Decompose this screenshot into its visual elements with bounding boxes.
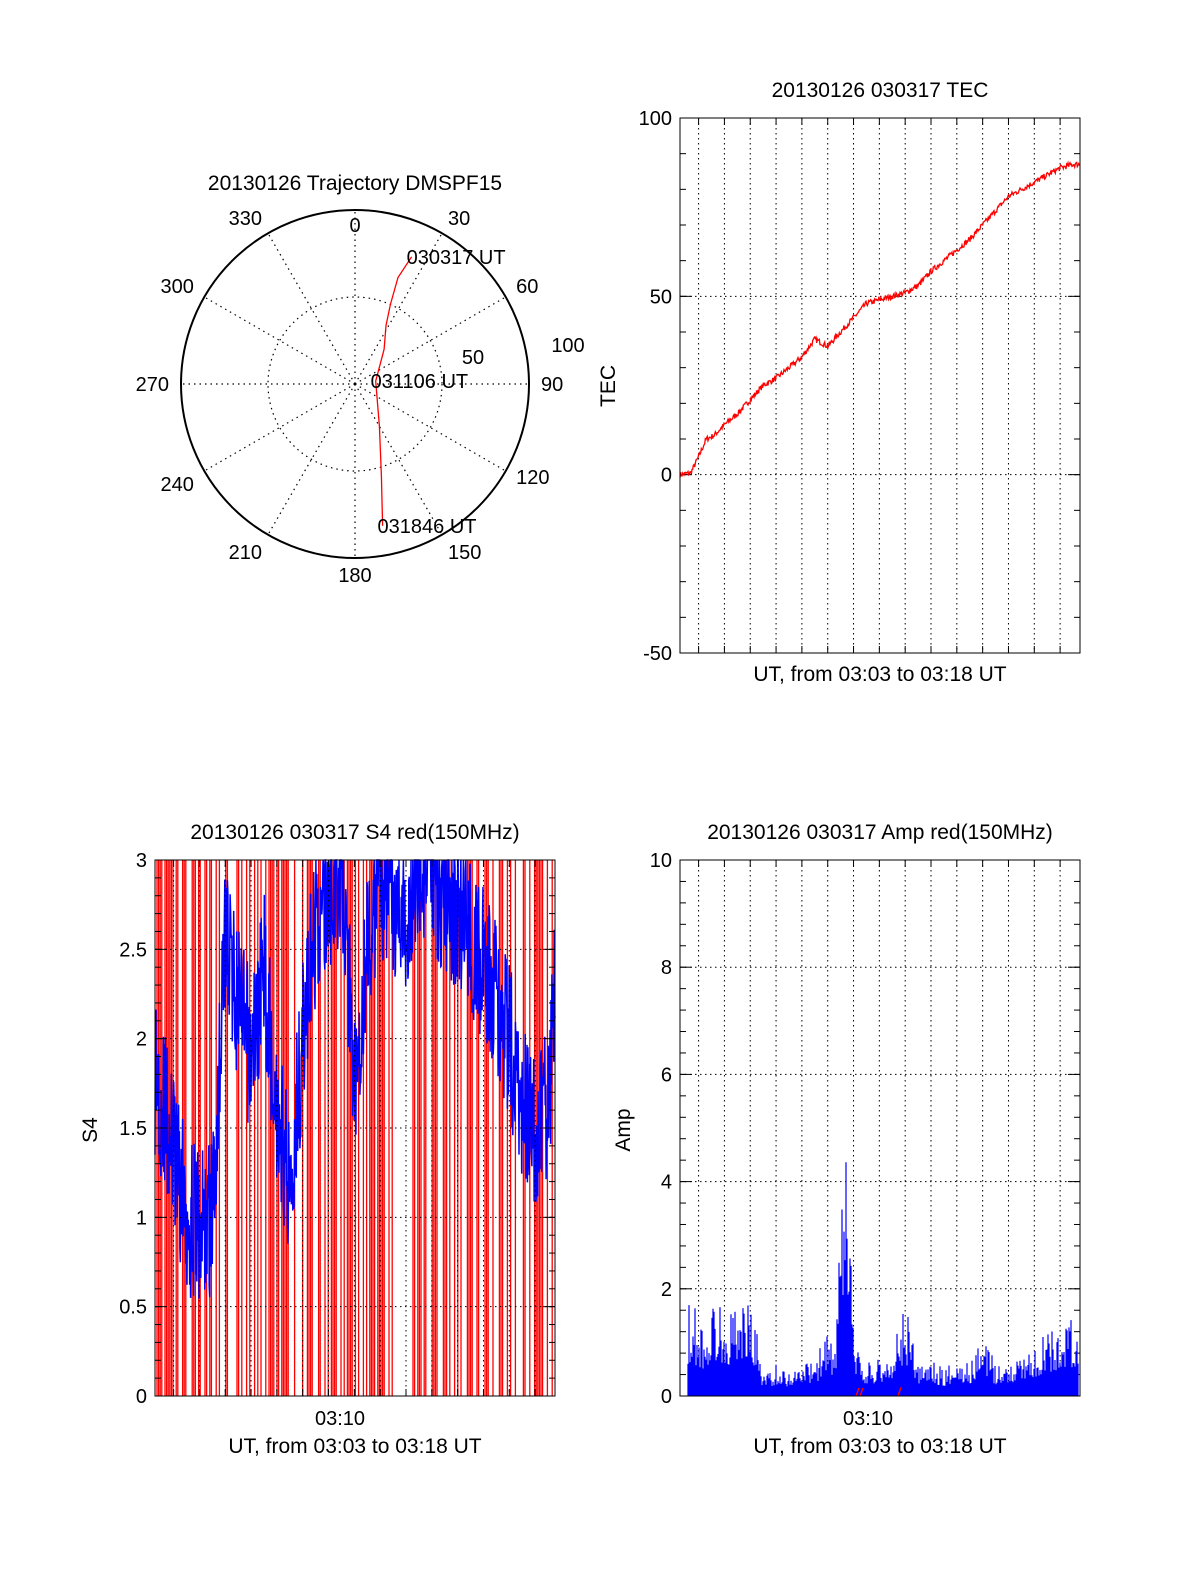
polar-angle-label: 30 <box>448 208 470 230</box>
y-tick-label: 2 <box>136 1029 147 1051</box>
polar-spoke <box>267 233 356 385</box>
amp-y-tick-labels: 0 2 4 6 8 10 <box>650 850 672 1408</box>
tec-y-axis-label: TEC <box>597 365 620 407</box>
s4-series-line <box>154 859 556 1299</box>
y-tick-label: 0 <box>136 1386 147 1408</box>
polar-panel: 20130126 Trajectory DMSPF15 0 30 60 90 120 15… <box>136 172 585 587</box>
y-tick-label: 2 <box>661 1279 672 1301</box>
y-tick-label: 3 <box>136 850 147 872</box>
s4-x-tick-label: 03:10 <box>315 1408 365 1430</box>
y-tick-label: -50 <box>643 643 672 665</box>
y-tick-label: 10 <box>650 850 672 872</box>
amp-y-axis-label: Amp <box>612 1108 635 1151</box>
amp-series-bars <box>687 1162 1079 1397</box>
polar-spoke <box>204 383 356 472</box>
amp-red-mark <box>897 1387 902 1397</box>
polar-time-annotation: 030317 UT <box>407 247 506 269</box>
amp-x-tick-label: 03:10 <box>843 1408 893 1430</box>
s4-plot-frame <box>154 859 556 1397</box>
polar-spoke <box>354 383 443 535</box>
y-tick-label: 2.5 <box>119 939 147 961</box>
polar-angle-label: 120 <box>516 467 549 489</box>
polar-spoke <box>204 296 356 385</box>
amp-grid <box>680 859 1080 1397</box>
polar-radial-label: 100 <box>551 335 584 357</box>
y-tick-label: 100 <box>639 108 672 130</box>
tec-y-tick-labels: -50 0 50 100 <box>639 108 672 665</box>
tec-x-axis-label: UT, from 03:03 to 03:18 UT <box>753 663 1006 686</box>
amp-panel: 20130126 030317 Amp red(150MHz) 0246810 … <box>612 821 1081 1458</box>
polar-spoke <box>354 233 443 385</box>
tec-title: 20130126 030317 TEC <box>772 79 989 102</box>
polar-annotations: 030317 UT 031106 UT 031846 UT <box>371 247 506 538</box>
polar-radial-labels: 50 100 <box>462 335 585 369</box>
y-tick-label: 4 <box>661 1172 672 1194</box>
polar-angle-label: 330 <box>229 208 262 230</box>
y-tick-label: 1 <box>136 1207 147 1229</box>
polar-angle-label: 180 <box>338 565 371 587</box>
tec-grid <box>680 117 1080 654</box>
s4-panel: 20130126 030317 S4 red(150MHz) 0 0.5 1 1.5 2… <box>79 821 556 1458</box>
s4-y-tick-labels: 0 0.5 1 1.5 2 2.5 3 <box>119 850 147 1408</box>
y-tick-label: 0 <box>661 1386 672 1408</box>
y-tick-label: 1.5 <box>119 1118 147 1140</box>
polar-grid <box>180 209 530 559</box>
polar-time-annotation: 031846 UT <box>378 516 477 538</box>
polar-angle-label: 240 <box>161 474 194 496</box>
polar-inner-circle <box>267 296 443 472</box>
y-tick-label: 8 <box>661 957 672 979</box>
amp-title: 20130126 030317 Amp red(150MHz) <box>707 821 1053 844</box>
s4-y-axis-label: S4 <box>79 1117 102 1143</box>
polar-angle-label: 60 <box>516 276 538 298</box>
s4-x-axis-label: UT, from 03:03 to 03:18 UT <box>228 1435 481 1458</box>
polar-time-annotation: 031106 UT <box>371 371 468 393</box>
polar-angle-label: 90 <box>541 374 563 396</box>
tec-panel: 20130126 030317 TEC -50 0 50 100 TEC UT, fr… <box>597 79 1081 686</box>
amp-red-mark <box>859 1387 864 1397</box>
y-tick-label: 0.5 <box>119 1297 147 1319</box>
amp-x-axis-label: UT, from 03:03 to 03:18 UT <box>753 1435 1006 1458</box>
tec-plot-frame <box>679 117 1081 654</box>
polar-radial-label: 50 <box>462 347 484 369</box>
polar-outer-circle <box>180 209 530 559</box>
polar-angle-label: 0 <box>349 215 360 237</box>
y-tick-label: 6 <box>661 1064 672 1086</box>
polar-spoke <box>267 383 356 535</box>
polar-angle-label: 150 <box>448 542 481 564</box>
polar-title: 20130126 Trajectory DMSPF15 <box>208 172 502 195</box>
polar-angle-labels: 0 30 60 90 120 150 180 210 240 270 300 330 <box>136 208 564 587</box>
y-tick-label: 50 <box>650 286 672 308</box>
tec-series-line <box>679 160 1081 478</box>
amp-plot-frame <box>679 859 1081 1397</box>
polar-spoke <box>354 383 506 472</box>
satellite-track-line <box>375 256 413 526</box>
polar-spoke <box>354 296 506 385</box>
y-tick-label: 0 <box>661 465 672 487</box>
amp-red-mark <box>855 1387 860 1397</box>
polar-angle-label: 300 <box>161 276 194 298</box>
polar-angle-label: 270 <box>136 374 169 396</box>
s4-title: 20130126 030317 S4 red(150MHz) <box>190 821 519 844</box>
polar-angle-label: 210 <box>229 542 262 564</box>
